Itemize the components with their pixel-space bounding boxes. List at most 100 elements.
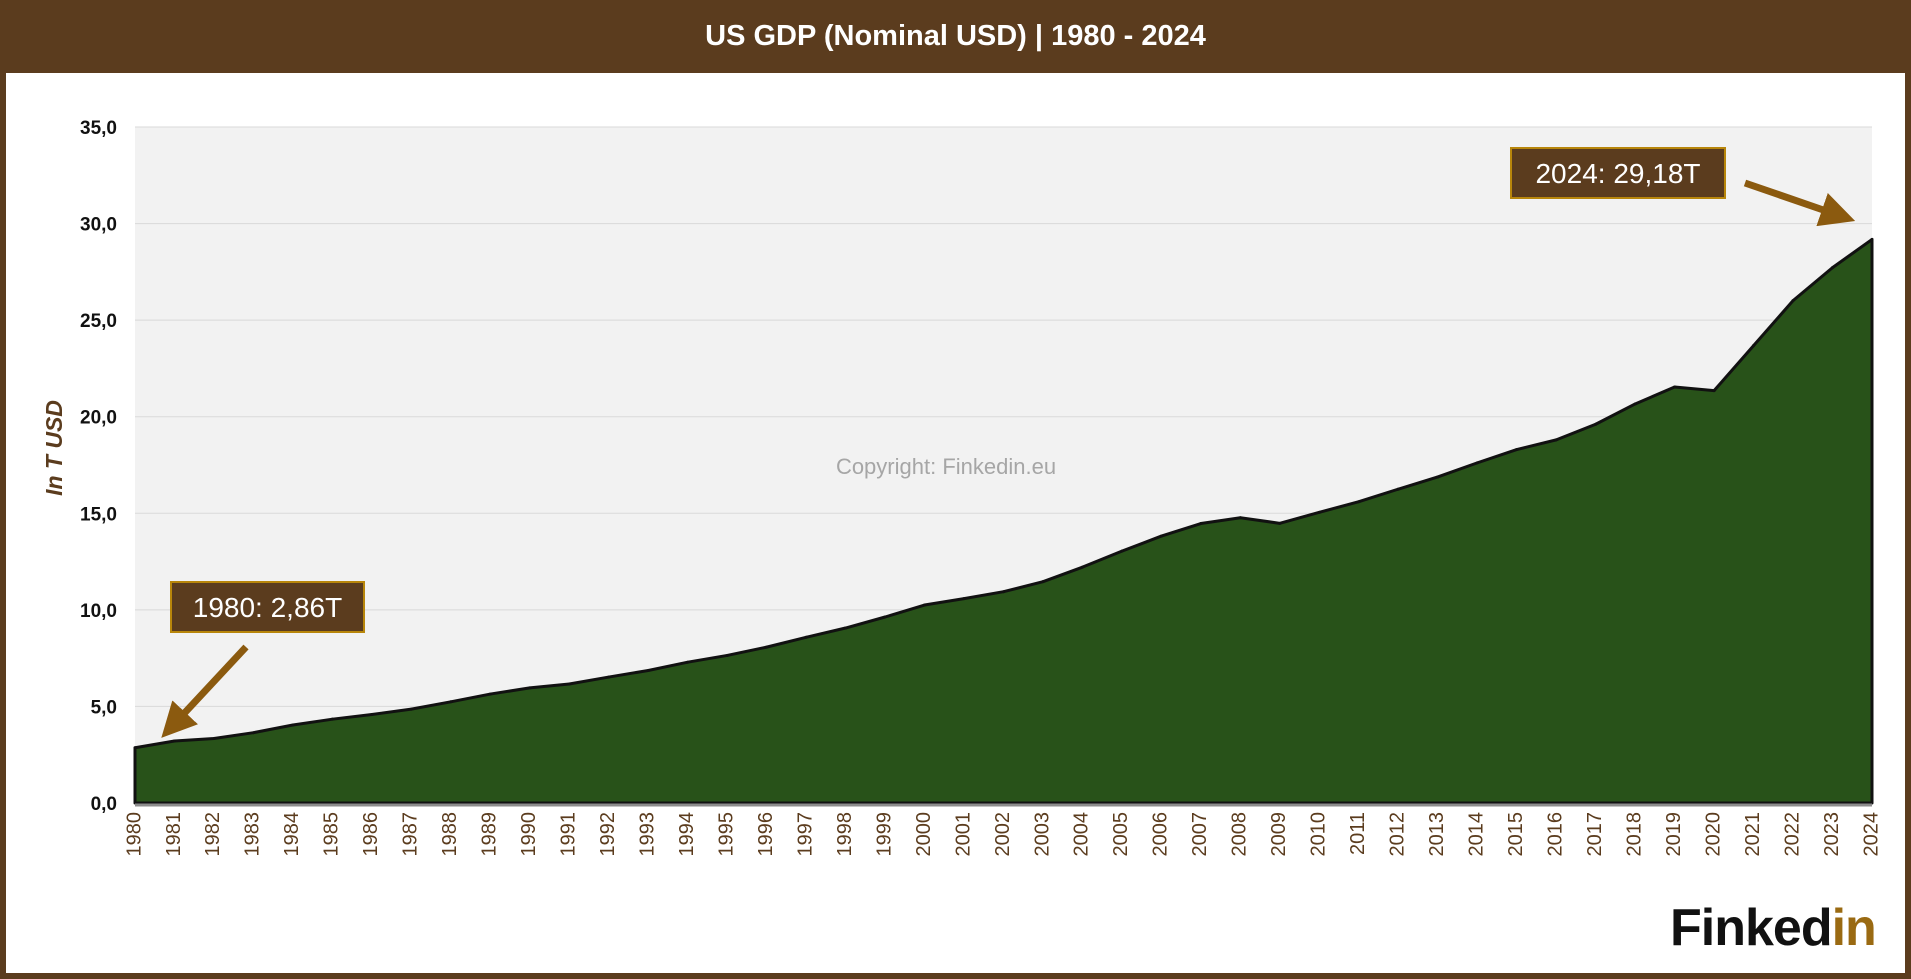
y-tick-label: 20,0 (80, 408, 117, 429)
data-point (646, 669, 650, 673)
data-point (251, 731, 255, 735)
x-tick-label: 1987 (400, 812, 422, 857)
x-tick-label: 2008 (1229, 812, 1251, 857)
x-tick-label: 2000 (913, 812, 935, 857)
x-tick-label: 2004 (1071, 812, 1093, 857)
data-point (567, 682, 571, 686)
data-point (1159, 534, 1163, 538)
y-tick-label: 10,0 (80, 601, 117, 622)
data-point (291, 723, 295, 727)
data-point (883, 615, 887, 619)
logo-text-accent: in (1831, 899, 1877, 957)
data-point (1831, 266, 1835, 270)
data-point (1317, 510, 1321, 514)
data-point (1396, 487, 1400, 491)
annotation-box (1510, 147, 1726, 199)
x-tick-label: 2016 (1544, 812, 1566, 857)
annotation-box (170, 581, 365, 633)
x-tick-label: 2022 (1781, 812, 1803, 857)
annotation-arrow (1743, 179, 1856, 227)
x-axis-tick-labels: 1980 1981 1982 1983 1984 1985 1986 1987 1988 1989… (123, 812, 1882, 857)
data-point (330, 717, 334, 721)
data-point (765, 645, 769, 649)
data-point (725, 653, 729, 657)
x-tick-label: 1981 (163, 812, 185, 857)
annotation-label: 1980: 2,86T (193, 592, 342, 623)
data-point (1870, 237, 1874, 241)
x-tick-label: 2009 (1268, 812, 1290, 857)
x-tick-label: 2013 (1426, 812, 1448, 857)
x-tick-label: 1985 (321, 812, 343, 857)
x-tick-label: 2006 (1150, 812, 1172, 857)
data-point (1633, 402, 1637, 406)
x-tick-label: 1997 (794, 812, 816, 857)
data-point (1554, 438, 1558, 442)
x-tick-label: 1994 (676, 812, 698, 857)
data-point (488, 692, 492, 696)
x-tick-label: 1990 (518, 812, 540, 857)
data-point (212, 736, 216, 740)
data-point (1080, 565, 1084, 569)
data-point (172, 739, 176, 743)
x-tick-label: 1993 (636, 812, 658, 857)
data-point (1278, 521, 1282, 525)
area-series (133, 237, 1874, 807)
x-tick-label: 2015 (1505, 812, 1527, 857)
data-point (1594, 422, 1598, 426)
x-tick-label: 1996 (755, 812, 777, 857)
y-tick-label: 30,0 (80, 215, 117, 236)
x-tick-label: 1980 (123, 812, 145, 857)
data-point (1120, 549, 1124, 553)
x-tick-label: 1982 (202, 812, 224, 857)
data-point (804, 635, 808, 639)
data-point (1357, 500, 1361, 504)
x-tick-label: 2003 (1031, 812, 1053, 857)
data-point (1475, 461, 1479, 465)
annotation-arrow (161, 644, 249, 738)
area-fill (133, 237, 1874, 805)
x-tick-label: 2010 (1308, 812, 1330, 857)
x-tick-label: 2017 (1584, 812, 1606, 857)
data-point (1041, 580, 1045, 584)
data-point (607, 675, 611, 679)
x-tick-label: 1995 (715, 812, 737, 857)
x-tick-label: 1991 (558, 812, 580, 857)
annotation-label: 2024: 29,18T (1535, 158, 1700, 189)
data-point (962, 597, 966, 601)
y-tick-label: 15,0 (80, 504, 117, 525)
x-tick-label: 2014 (1466, 812, 1488, 857)
data-point (449, 700, 453, 704)
data-point (1712, 389, 1716, 393)
y-tick-label: 35,0 (80, 118, 117, 139)
data-point (409, 707, 413, 711)
x-tick-label: 1998 (834, 812, 856, 857)
x-tick-label: 2011 (1347, 812, 1369, 855)
data-point (528, 686, 532, 690)
y-tick-label: 0,0 (91, 794, 117, 815)
data-point (1238, 516, 1242, 520)
watermark-text: Copyright: Finkedin.eu (836, 454, 1056, 479)
data-point (1515, 448, 1519, 452)
x-tick-label: 2021 (1742, 812, 1764, 857)
x-tick-label: 2005 (1110, 812, 1132, 857)
data-point (844, 626, 848, 630)
y-axis-label: In T USD (41, 400, 67, 496)
x-tick-label: 2002 (992, 812, 1014, 857)
x-tick-label: 1992 (597, 812, 619, 857)
chart-title: US GDP (Nominal USD) | 1980 - 2024 (705, 20, 1206, 52)
logo-text-main: Finked (1670, 899, 1833, 957)
x-tick-label: 2007 (1189, 812, 1211, 857)
x-tick-label: 2012 (1387, 812, 1409, 857)
data-point (1436, 475, 1440, 479)
x-tick-label: 2019 (1663, 812, 1685, 857)
x-tick-label: 1986 (360, 812, 382, 857)
x-tick-label: 2024 (1860, 812, 1882, 857)
data-point (923, 603, 927, 607)
data-point (1673, 385, 1677, 389)
x-tick-label: 1999 (873, 812, 895, 857)
x-tick-label: 2001 (952, 812, 974, 857)
x-tick-label: 1989 (479, 812, 501, 857)
data-point (1752, 344, 1756, 348)
finkedin-logo: Finkedin (1670, 898, 1877, 958)
